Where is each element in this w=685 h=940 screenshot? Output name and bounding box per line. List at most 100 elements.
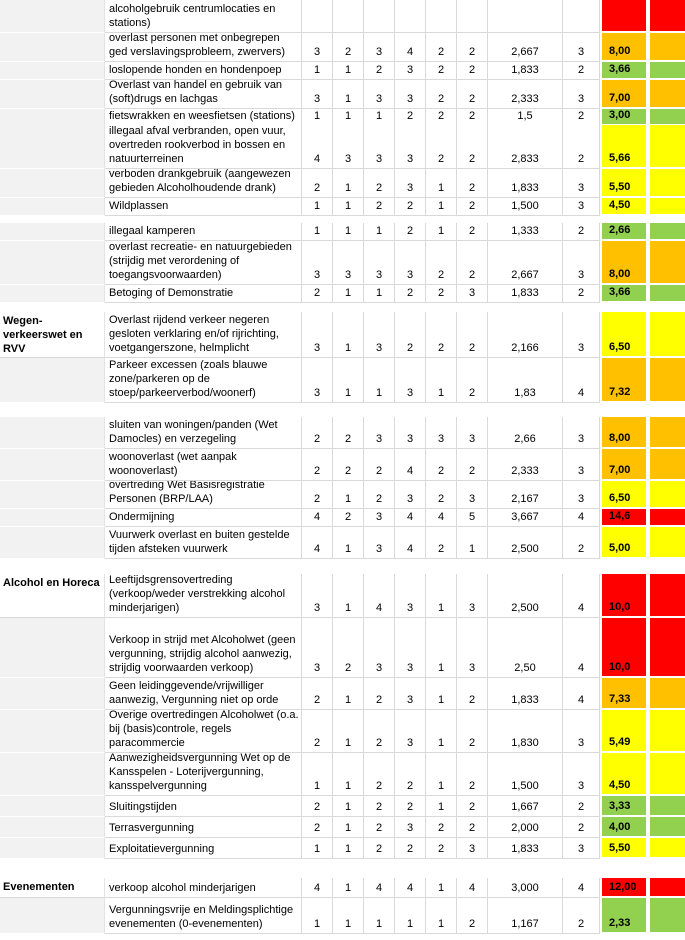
value-cell[interactable]: 3	[457, 574, 488, 618]
category-cell[interactable]	[0, 796, 105, 817]
value-cell[interactable]: 2	[426, 109, 457, 126]
risk-color-cell[interactable]	[650, 481, 685, 509]
value-cell[interactable]: 1	[364, 898, 395, 934]
value-cell[interactable]: 2	[457, 753, 488, 796]
value-cell[interactable]: 2	[302, 285, 333, 303]
value-cell[interactable]: 2	[457, 710, 488, 753]
value-cell[interactable]: 1	[333, 527, 364, 559]
average-cell[interactable]: 2,166	[488, 312, 563, 358]
value-cell[interactable]: 2	[302, 710, 333, 753]
average-cell[interactable]: 1,833	[488, 678, 563, 710]
value-cell[interactable]: 1	[333, 109, 364, 126]
value-cell[interactable]: 2	[364, 817, 395, 838]
description-cell[interactable]: verkoop alcohol minderjarigen	[105, 878, 302, 898]
value-cell[interactable]: 3	[364, 618, 395, 678]
value-cell[interactable]: 5	[457, 509, 488, 527]
average-cell[interactable]: 3,000	[488, 878, 563, 898]
value-cell[interactable]: 1	[333, 678, 364, 710]
value-cell[interactable]: 1	[302, 898, 333, 934]
weight-cell[interactable]: 3	[563, 169, 600, 198]
average-cell[interactable]: 1,833	[488, 169, 563, 198]
weight-cell[interactable]: 2	[563, 527, 600, 559]
value-cell[interactable]: 1	[426, 753, 457, 796]
score-cell[interactable]: 10,0	[600, 618, 646, 678]
value-cell[interactable]: 3	[364, 125, 395, 169]
value-cell[interactable]	[426, 0, 457, 33]
risk-color-cell[interactable]	[650, 169, 685, 198]
category-cell[interactable]	[0, 223, 105, 241]
value-cell[interactable]: 1	[426, 358, 457, 403]
score-cell[interactable]: 3,66	[600, 285, 646, 303]
description-cell[interactable]: sluiten van woningen/panden (Wet Damocle…	[105, 417, 302, 449]
value-cell[interactable]: 3	[395, 358, 426, 403]
average-cell[interactable]: 2,167	[488, 481, 563, 509]
risk-color-cell[interactable]	[650, 358, 685, 403]
value-cell[interactable]: 3	[302, 312, 333, 358]
value-cell[interactable]: 2	[426, 838, 457, 859]
value-cell[interactable]: 2	[426, 481, 457, 509]
value-cell[interactable]: 2	[364, 710, 395, 753]
value-cell[interactable]: 2	[426, 449, 457, 481]
value-cell[interactable]: 4	[364, 574, 395, 618]
value-cell[interactable]: 1	[302, 62, 333, 80]
value-cell[interactable]: 2	[302, 169, 333, 198]
category-cell[interactable]	[0, 241, 105, 285]
value-cell[interactable]: 1	[426, 898, 457, 934]
value-cell[interactable]: 2	[333, 618, 364, 678]
score-cell[interactable]: 4,50	[600, 753, 646, 796]
value-cell[interactable]: 2	[395, 312, 426, 358]
category-cell[interactable]	[0, 449, 105, 481]
value-cell[interactable]: 2	[457, 312, 488, 358]
value-cell[interactable]: 1	[426, 618, 457, 678]
category-cell[interactable]	[0, 678, 105, 710]
value-cell[interactable]: 1	[333, 80, 364, 109]
category-cell[interactable]	[0, 80, 105, 109]
value-cell[interactable]: 3	[395, 817, 426, 838]
value-cell[interactable]: 2	[364, 449, 395, 481]
value-cell[interactable]: 4	[302, 125, 333, 169]
average-cell[interactable]: 1,833	[488, 285, 563, 303]
value-cell[interactable]: 2	[302, 449, 333, 481]
category-cell[interactable]: Evenementen	[0, 878, 105, 898]
value-cell[interactable]: 1	[333, 898, 364, 934]
score-cell[interactable]: 6,50	[600, 312, 646, 358]
risk-color-cell[interactable]	[650, 312, 685, 358]
score-cell[interactable]: 3,00	[600, 109, 646, 126]
value-cell[interactable]: 2	[364, 62, 395, 80]
value-cell[interactable]: 1	[364, 109, 395, 126]
weight-cell[interactable]: 2	[563, 223, 600, 241]
value-cell[interactable]: 2	[457, 198, 488, 216]
description-cell[interactable]: overlast personen met onbegrepen ged ver…	[105, 33, 302, 62]
average-cell[interactable]: 1,833	[488, 838, 563, 859]
value-cell[interactable]: 1	[333, 574, 364, 618]
description-cell[interactable]: Overlast van handel en gebruik van (soft…	[105, 80, 302, 109]
value-cell[interactable]: 2	[457, 223, 488, 241]
value-cell[interactable]	[457, 0, 488, 33]
risk-color-cell[interactable]	[650, 710, 685, 753]
value-cell[interactable]: 4	[395, 527, 426, 559]
score-cell[interactable]: 6,50	[600, 481, 646, 509]
category-cell[interactable]	[0, 753, 105, 796]
value-cell[interactable]: 1	[426, 710, 457, 753]
weight-cell[interactable]: 4	[563, 678, 600, 710]
value-cell[interactable]: 1	[426, 796, 457, 817]
average-cell[interactable]: 2,50	[488, 618, 563, 678]
value-cell[interactable]: 3	[364, 509, 395, 527]
value-cell[interactable]: 2	[426, 817, 457, 838]
value-cell[interactable]: 3	[302, 618, 333, 678]
category-cell[interactable]	[0, 125, 105, 169]
weight-cell[interactable]: 3	[563, 710, 600, 753]
value-cell[interactable]: 4	[395, 33, 426, 62]
score-cell[interactable]: 8,00	[600, 241, 646, 285]
risk-color-cell[interactable]	[650, 241, 685, 285]
risk-color-cell[interactable]	[650, 898, 685, 934]
value-cell[interactable]: 2	[364, 198, 395, 216]
value-cell[interactable]: 2	[395, 109, 426, 126]
score-cell[interactable]: 4,50	[600, 198, 646, 216]
value-cell[interactable]: 3	[395, 678, 426, 710]
value-cell[interactable]: 1	[333, 838, 364, 859]
value-cell[interactable]: 1	[302, 223, 333, 241]
risk-color-cell[interactable]	[650, 198, 685, 216]
value-cell[interactable]: 3	[426, 417, 457, 449]
description-cell[interactable]: illegaal kamperen	[105, 223, 302, 241]
